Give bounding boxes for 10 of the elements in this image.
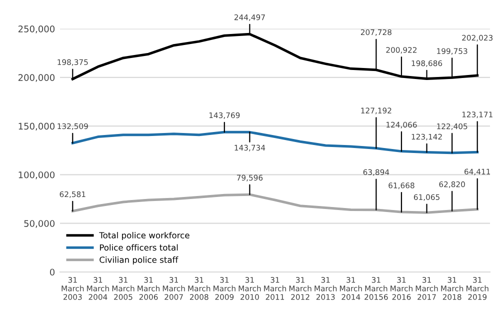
legend-label: Police officers total: [100, 244, 178, 251]
y-tick-label: 100,000: [18, 171, 55, 180]
y-tick-label: 0: [50, 268, 55, 276]
legend-label: Total police workforce: [99, 232, 190, 240]
y-tick-label: 250,000: [18, 26, 55, 34]
y-tick-label: 150,000: [18, 122, 55, 131]
line-series: [71, 130, 479, 154]
legend-label: Civilian police staff: [100, 256, 178, 264]
y-tick-label: 50,000: [24, 220, 55, 228]
y-tick-label: 200,000: [18, 74, 55, 82]
